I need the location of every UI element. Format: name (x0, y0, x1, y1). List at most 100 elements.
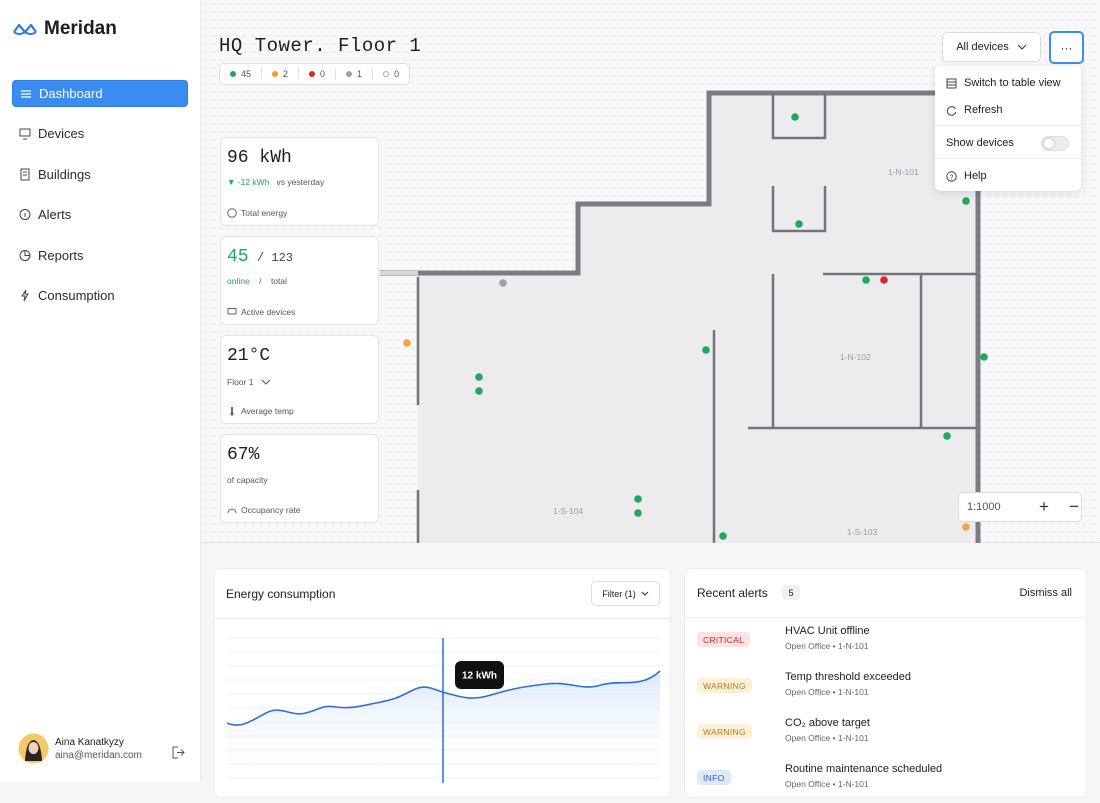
stat-delta: -12 kWh (237, 177, 270, 187)
alert-item[interactable]: INFO Routine maintenance scheduled Open Of… (697, 763, 1074, 803)
stat-label-row: Average temp (227, 406, 294, 416)
device-online[interactable] (634, 495, 642, 503)
dropdown-menu: Switch to table view Refresh Show device… (935, 66, 1081, 191)
icon (227, 508, 237, 514)
logo (13, 23, 37, 35)
zoom-control: 1:1000 + − (958, 492, 1082, 522)
menu-item[interactable]: Switch to table view (935, 69, 1081, 97)
device-online[interactable] (791, 113, 799, 121)
stat-sub-row: online / total (227, 276, 287, 286)
alert-location: Open Office • 1-N-101 (785, 779, 869, 789)
alert-location: Open Office • 1-N-101 (785, 733, 869, 743)
status-chip: 2 (262, 68, 300, 80)
user-email: aina@meridan.com (55, 750, 142, 761)
device-online[interactable] (862, 276, 870, 284)
nav-item[interactable]: Alerts (12, 201, 188, 228)
zoom-out[interactable]: − (1068, 497, 1079, 516)
menu-item[interactable]: Show devices (935, 129, 1081, 157)
more-button[interactable]: ··· (1049, 31, 1084, 64)
stat-value: 21°C (227, 346, 271, 366)
floor-select[interactable]: Floor 1 (227, 377, 271, 387)
icon (20, 168, 30, 181)
icon (227, 308, 237, 315)
icon (21, 289, 29, 302)
menu-label: Show devices (946, 137, 1014, 149)
menu-label: Help (964, 170, 987, 182)
alert-location: Open Office • 1-N-101 (785, 641, 869, 651)
stat-value: 45 (227, 247, 249, 267)
device-warning[interactable] (403, 339, 411, 347)
device-online[interactable] (702, 346, 710, 354)
stat-sub: of capacity (227, 475, 268, 485)
device-offline[interactable] (499, 279, 507, 287)
device-online[interactable] (795, 220, 803, 228)
nav-item[interactable]: Devices (12, 120, 188, 147)
room-label: 1-N-102 (840, 352, 871, 362)
stat-delta-row: ▼ -12 kWh vs yesterday (227, 177, 324, 187)
alert-title: CO₂ above target (785, 717, 870, 729)
status-count: 0 (394, 69, 400, 79)
menu-item[interactable]: Refresh (935, 96, 1081, 124)
stat-card: 67% of capacity Occupancy rate (220, 434, 379, 523)
icon (946, 78, 957, 88)
avatar (18, 733, 49, 764)
brand: Meridan (12, 18, 117, 40)
icon (227, 208, 237, 218)
user-name: Aina Kanatkyzy (55, 737, 124, 748)
zoom-in[interactable]: + (1039, 497, 1049, 516)
page: Meridan Dashboard { "brand": "Meridan", … (12, 0, 1100, 798)
status-chip: 45 (220, 68, 263, 80)
alert-item[interactable]: CRITICAL HVAC Unit offline Open Office • 1… (697, 625, 1074, 665)
alert-item[interactable]: WARNING Temp threshold exceeded Open Offic… (697, 671, 1074, 711)
nav-label: Devices (38, 126, 85, 141)
more-icon: ··· (1060, 40, 1073, 55)
svg-text:?: ? (950, 174, 954, 181)
alert-level: WARNING (697, 724, 752, 739)
status-chip: 0 (299, 68, 337, 80)
status-chip: 0 (373, 68, 409, 80)
device-critical[interactable] (880, 276, 888, 284)
energy-filter[interactable]: Filter (1) (591, 581, 660, 606)
toggle[interactable] (1041, 136, 1069, 151)
stat-label-row: Occupancy rate (227, 505, 301, 515)
app: Meridan Dashboard Devices Buildings Aler… (12, 0, 1100, 798)
nav-item[interactable]: Reports (12, 242, 188, 269)
device-online[interactable] (980, 353, 988, 361)
nav-label: Dashboard (39, 86, 103, 101)
chevron (261, 379, 270, 385)
icon (230, 407, 234, 416)
room-labels: 1-N-101 1-N-102 1-S-104 1-S-103 (553, 167, 919, 537)
chevron (1017, 44, 1027, 50)
room-label: 1-S-104 (553, 506, 584, 516)
device-filter[interactable]: All devices (942, 32, 1041, 62)
dismiss-all[interactable]: Dismiss all (1019, 587, 1072, 599)
nav-item[interactable]: Dashboard (12, 80, 188, 107)
stat-label-row: Active devices (227, 307, 295, 317)
nav-item[interactable]: Buildings (12, 161, 188, 188)
stat-total: / 123 (257, 251, 294, 265)
chart-line (226, 670, 661, 726)
device-online[interactable] (962, 197, 970, 205)
menu-item[interactable]: ? Help (935, 162, 1081, 190)
device-online[interactable] (719, 532, 727, 540)
icon (21, 90, 31, 98)
alert-item[interactable]: WARNING CO₂ above target Open Office • 1-N… (697, 717, 1074, 757)
device-warning[interactable] (962, 523, 970, 531)
status-dot (272, 71, 279, 77)
logout-icon[interactable] (172, 746, 185, 759)
stat-value: 96 kWh (227, 148, 292, 168)
nav-item[interactable]: Consumption (12, 282, 188, 309)
nav-label: Alerts (38, 207, 72, 222)
device-online[interactable] (634, 509, 642, 517)
alert-location: Open Office • 1-N-101 (785, 687, 869, 697)
stat-card: 45 / 123 online / total Active devices (220, 236, 379, 325)
stat-sub: online (227, 276, 250, 286)
device-online[interactable] (943, 432, 951, 440)
device-online[interactable] (475, 387, 483, 395)
icon: ? (946, 170, 957, 182)
icon (19, 209, 31, 220)
device-online[interactable] (475, 373, 483, 381)
room-label: 1-N-101 (888, 167, 919, 177)
delta-arrow: ▼ (227, 177, 238, 187)
status-count: 1 (357, 69, 363, 79)
